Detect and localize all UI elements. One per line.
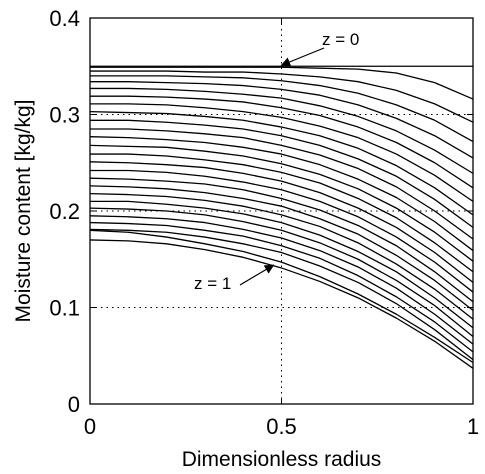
y-tick-label: 0 bbox=[68, 392, 80, 417]
series-line-20 bbox=[90, 200, 474, 329]
x-tick-label: 0 bbox=[84, 414, 96, 439]
x-tick-label: 1 bbox=[467, 414, 479, 439]
annotation-arrow bbox=[239, 264, 275, 286]
y-tick-label: 0.3 bbox=[49, 103, 80, 128]
series-line-2 bbox=[90, 66, 474, 100]
x-axis-label: Dimensionless radius bbox=[182, 448, 382, 471]
series-line-26 bbox=[89, 239, 474, 369]
y-axis-label: Moisture content [kg/kg] bbox=[12, 100, 35, 323]
series-line-10 bbox=[90, 119, 474, 228]
annotation-arrow bbox=[280, 47, 325, 67]
series-line-13 bbox=[89, 144, 474, 262]
series-line-12 bbox=[89, 136, 474, 252]
grid-lines bbox=[90, 18, 473, 404]
annotation-label: z = 1 bbox=[194, 274, 231, 293]
x-tick-label: 0.5 bbox=[266, 414, 297, 439]
y-tick-label: 0.4 bbox=[49, 6, 80, 31]
series-line-15 bbox=[89, 161, 474, 283]
y-tick-label: 0.2 bbox=[49, 199, 80, 224]
series-line-7 bbox=[90, 95, 474, 189]
series-line-4 bbox=[90, 75, 474, 143]
series-line-9 bbox=[89, 110, 474, 216]
series-line-17 bbox=[89, 177, 474, 303]
series-line-21 bbox=[89, 207, 474, 337]
series-line-8 bbox=[90, 103, 474, 202]
y-tick-label: 0.1 bbox=[49, 296, 80, 321]
series-line-6 bbox=[90, 87, 474, 174]
series-line-23 bbox=[89, 221, 474, 353]
series-line-11 bbox=[90, 128, 474, 240]
series-line-18 bbox=[89, 185, 474, 311]
annotation-label: z = 0 bbox=[322, 30, 359, 49]
series-line-22 bbox=[89, 215, 474, 345]
series-line-16 bbox=[90, 169, 474, 293]
series-line-24 bbox=[89, 228, 474, 361]
series-line-25 bbox=[89, 229, 474, 364]
series-line-14 bbox=[90, 153, 474, 273]
annotations: z = 0 z = 1 bbox=[194, 30, 359, 293]
axis-ticks: 0 0.5 1 0 0.1 0.2 0.3 0.4 bbox=[49, 6, 479, 439]
series-lines bbox=[89, 65, 474, 369]
series-line-5 bbox=[90, 81, 474, 159]
series-line-3 bbox=[90, 70, 474, 123]
series-line-19 bbox=[89, 192, 474, 320]
